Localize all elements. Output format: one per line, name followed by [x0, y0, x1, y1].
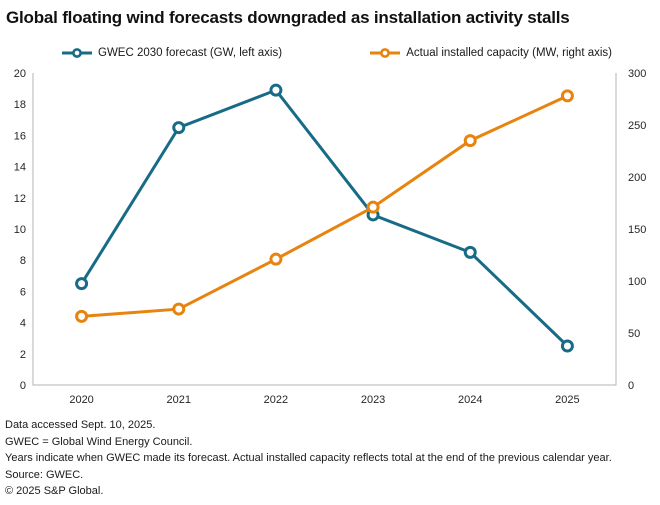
- legend-item-gwec-forecast: GWEC 2030 forecast (GW, left axis): [61, 47, 282, 59]
- data-point-1-2021: [172, 302, 186, 316]
- x-axis-tick-label: 2024: [458, 394, 482, 406]
- chart-legend: GWEC 2030 forecast (GW, left axis) Actua…: [61, 47, 612, 59]
- y-axis-right-tick-label: 250: [628, 120, 646, 132]
- legend-circle: [72, 48, 82, 58]
- series-line-0: [80, 88, 569, 348]
- series-line-1: [81, 94, 569, 318]
- data-point-0-2020: [75, 277, 89, 291]
- y-axis-right-tick-label: 50: [628, 328, 640, 340]
- y-axis-left-tick-label: 12: [14, 193, 26, 205]
- data-point-1-2024: [463, 134, 477, 148]
- y-axis-left-tick-label: 4: [20, 318, 26, 330]
- y-axis-left-tick-label: 14: [14, 162, 26, 174]
- y-axis-right-tick-label: 200: [628, 172, 646, 184]
- data-point-0-2024: [463, 245, 477, 259]
- line-marker-icon: [62, 48, 92, 58]
- legend-label-installed-capacity: Actual installed capacity (MW, right axi…: [406, 47, 612, 59]
- footnote-methodology: Years indicate when GWEC made its foreca…: [5, 452, 612, 464]
- data-point-1-2025: [560, 89, 574, 103]
- footnote-copyright: © 2025 S&P Global.: [5, 485, 104, 497]
- footnote-gwec-definition: GWEC = Global Wind Energy Council.: [5, 435, 193, 448]
- data-point-1-2020: [75, 309, 89, 323]
- y-axis-left-tick-label: 20: [14, 68, 26, 80]
- chart-footnotes: Data accessed Sept. 10, 2025. GWEC = Glo…: [5, 417, 657, 500]
- chart-title: Global floating wind forecasts downgrade…: [6, 8, 570, 27]
- y-axis-right-tick-label: 0: [628, 380, 634, 392]
- x-axis-tick-label: 2022: [264, 394, 288, 406]
- y-axis-right-tick-label: 100: [628, 276, 646, 288]
- legend-circle: [380, 48, 391, 58]
- data-point-0-2022: [269, 83, 283, 97]
- y-axis-left-tick-label: 2: [20, 349, 26, 361]
- y-axis-left-tick-label: 8: [20, 255, 26, 267]
- y-axis-right-tick-label: 150: [628, 224, 646, 236]
- data-point-0-2025: [560, 339, 574, 353]
- y-axis-right-tick-label: 300: [628, 68, 646, 80]
- x-axis-tick-label: 2025: [555, 394, 579, 406]
- x-axis-tick-label: 2021: [167, 394, 191, 406]
- y-axis-left-tick-label: 6: [20, 286, 26, 298]
- y-axis-left-tick-label: 10: [14, 224, 26, 236]
- footnote-source: Source: GWEC.: [5, 468, 84, 481]
- axis-frame: [32, 73, 617, 386]
- data-point-1-2022: [269, 252, 283, 266]
- footnote-data-accessed: Data accessed Sept. 10, 2025.: [5, 419, 156, 431]
- legend-label-gwec-forecast: GWEC 2030 forecast (GW, left axis): [98, 47, 283, 59]
- data-point-1-2023: [366, 200, 380, 214]
- data-point-0-2021: [172, 121, 186, 135]
- x-axis-tick-label: 2020: [69, 394, 93, 406]
- y-axis-left-tick-label: 18: [14, 99, 26, 111]
- y-axis-left-tick-label: 0: [20, 380, 26, 392]
- line-marker-icon: [370, 48, 401, 58]
- legend-item-installed-capacity: Actual installed capacity (MW, right axi…: [369, 47, 612, 59]
- y-axis-left-tick-label: 16: [14, 130, 26, 142]
- x-axis-tick-label: 2023: [361, 394, 385, 406]
